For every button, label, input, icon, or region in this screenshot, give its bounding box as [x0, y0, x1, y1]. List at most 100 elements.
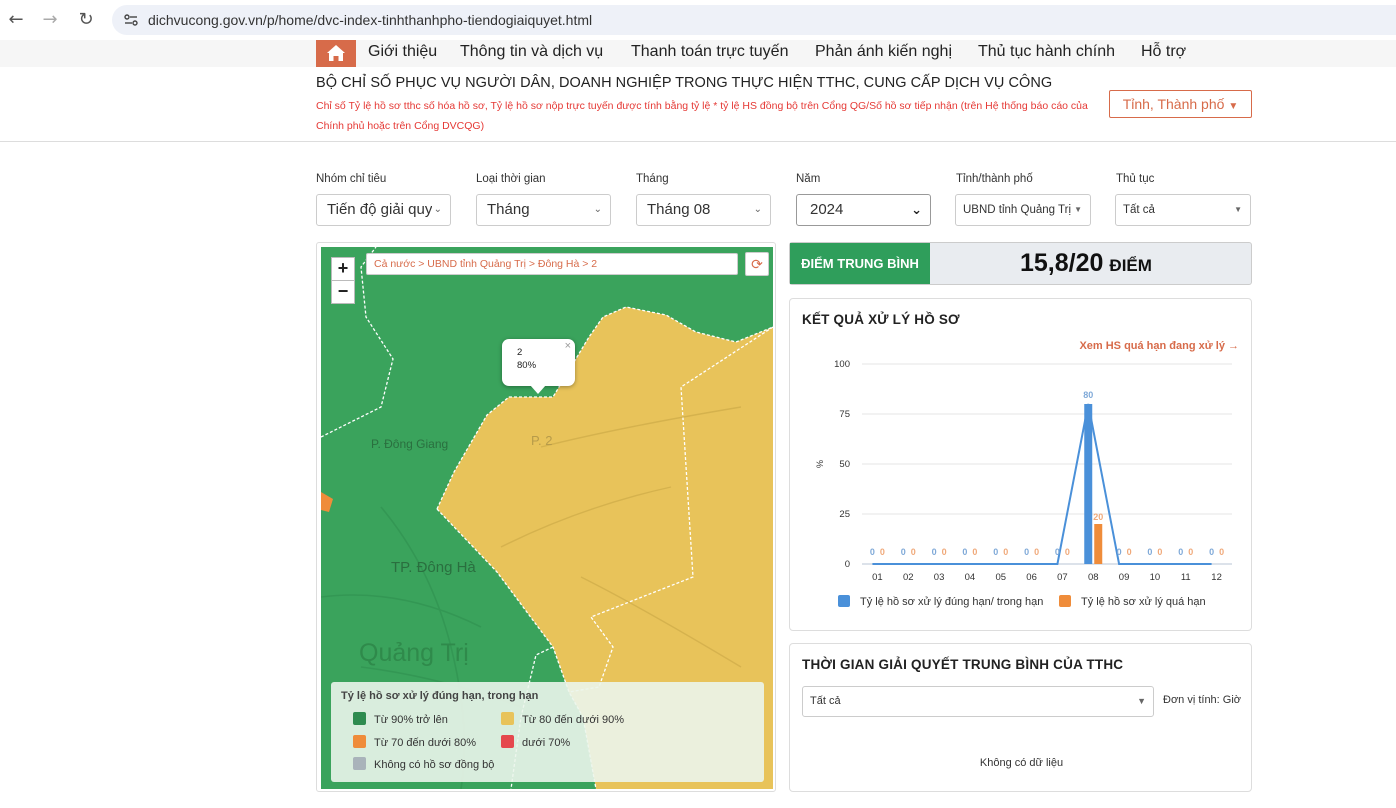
data-label-overdue: 0: [1065, 547, 1070, 557]
caret-down-icon: ▼: [1234, 205, 1242, 214]
data-label-overdue: 0: [880, 547, 885, 557]
header-note: Chỉ số Tỷ lệ hồ sơ tthc số hóa hồ sơ, Tỷ…: [316, 100, 1088, 132]
filter-nam[interactable]: 2024 ⌄: [796, 194, 931, 226]
legend-swatch-red: [501, 735, 514, 748]
score-value: 15,8/20 ĐIỂM: [1020, 249, 1152, 278]
x-tick-label: 06: [1026, 572, 1037, 583]
procedure-select[interactable]: Tất cả ▼: [802, 686, 1154, 717]
y-tick-label: 0: [845, 559, 850, 570]
chart-legend-overdue[interactable]: Tỷ lệ hồ sơ xử lý quá hạn: [1059, 595, 1206, 608]
average-score-box: ĐIỂM TRUNG BÌNH 15,8/20 ĐIỂM: [789, 242, 1252, 285]
data-label-on-time: 0: [901, 547, 906, 557]
refresh-icon[interactable]: ⟳: [745, 252, 769, 276]
address-bar[interactable]: dichvucong.gov.vn/p/home/dvc-index-tinht…: [112, 5, 1396, 35]
x-tick-label: 10: [1150, 572, 1161, 583]
data-label-overdue: 0: [1003, 547, 1008, 557]
menu-item-ho-tro[interactable]: Hỗ trợ: [1141, 43, 1187, 60]
filter-thang[interactable]: Tháng 08 ⌄: [636, 194, 771, 226]
filter-loai-thoi-gian[interactable]: Tháng ⌄: [476, 194, 611, 226]
y-axis-label: %: [815, 460, 825, 468]
chart-legend-label-on-time: Tỷ lệ hồ sơ xử lý đúng hạn/ trong hạn: [860, 596, 1044, 608]
map-region-orange[interactable]: [321, 492, 333, 512]
arrow-left-icon[interactable]: ←: [8, 9, 24, 30]
popup-region-name: 2: [517, 347, 523, 358]
arrow-right-icon[interactable]: →: [42, 9, 58, 30]
menu-item-thu-tuc[interactable]: Thủ tục hành chính: [978, 43, 1115, 60]
home-icon: [327, 45, 345, 61]
y-tick-label: 75: [839, 409, 850, 420]
chevron-down-icon: ⌄: [753, 204, 762, 215]
filter-value-nam: 2024: [810, 201, 844, 218]
data-label-overdue: 20: [1093, 512, 1103, 522]
data-label-overdue: 0: [1219, 547, 1224, 557]
menu-item-phan-anh[interactable]: Phản ánh kiến nghị: [815, 43, 952, 60]
y-tick-label: 50: [839, 459, 850, 470]
filter-value-tinh-thanh-pho: UBND tỉnh Quảng Trị: [963, 204, 1072, 216]
filter-value-thang: Tháng 08: [647, 201, 711, 218]
x-tick-label: 09: [1119, 572, 1130, 583]
menu-item-thanh-toan[interactable]: Thanh toán trực tuyến: [631, 43, 789, 60]
series-line-on-time: [872, 403, 1212, 565]
legend-label-80: Từ 80 đến dưới 90%: [522, 714, 625, 726]
no-data-message: Không có dữ liệu: [979, 757, 1064, 769]
time-panel-title: THỜI GIAN GIẢI QUYẾT TRUNG BÌNH CỦA TTHC: [802, 657, 1124, 672]
data-label-on-time: 0: [1209, 547, 1214, 557]
x-tick-label: 12: [1211, 572, 1222, 583]
map-breadcrumb[interactable]: Cả nước > UBND tỉnh Quảng Trị > Đông Hà …: [366, 253, 738, 275]
filter-value-loai-thoi-gian: Tháng: [487, 201, 530, 218]
legend-item-70: Từ 70 đến dưới 80%: [353, 735, 476, 749]
province-dropdown-button[interactable]: Tỉnh, Thành phố ▼: [1109, 90, 1252, 118]
overdue-files-link[interactable]: Xem HS quá hạn đang xử lý →: [1079, 340, 1239, 352]
caret-down-icon: ▼: [1074, 205, 1082, 214]
map-panel: + − Cả nước > UBND tỉnh Quảng Trị > Đông…: [316, 242, 776, 792]
filter-label-nam: Năm: [796, 173, 821, 185]
close-icon[interactable]: ×: [564, 340, 571, 352]
x-tick-label: 05: [995, 572, 1006, 583]
reload-icon[interactable]: ↻: [78, 9, 94, 30]
filter-label-thu-tuc: Thủ tục: [1116, 173, 1155, 185]
data-label-on-time: 0: [993, 547, 998, 557]
province-button-label: Tỉnh, Thành phố: [1122, 96, 1225, 112]
legend-swatch-yellow: [501, 712, 514, 725]
chevron-down-icon: ⌄: [593, 204, 602, 215]
data-label-overdue: 0: [942, 547, 947, 557]
map-label-p2: P. 2: [531, 433, 553, 448]
chart-legend-on-time[interactable]: Tỷ lệ hồ sơ xử lý đúng hạn/ trong hạn: [838, 595, 1043, 608]
menu-item-gioi-thieu[interactable]: Giới thiệu: [368, 43, 438, 60]
site-info-icon[interactable]: [122, 11, 140, 29]
zoom-in-button[interactable]: +: [331, 257, 355, 281]
filter-nhom-chi-tieu[interactable]: Tiến độ giải quyết⌄: [316, 194, 451, 226]
data-label-on-time: 0: [1055, 547, 1060, 557]
y-tick-label: 25: [839, 509, 850, 520]
legend-label-below-70: dưới 70%: [522, 737, 571, 749]
data-label-overdue: 0: [911, 547, 916, 557]
map-region-yellow[interactable]: [437, 307, 773, 789]
zoom-out-button[interactable]: −: [331, 280, 355, 304]
menu-item-thong-tin-dich-vu[interactable]: Thông tin và dịch vụ: [460, 43, 604, 60]
legend-label-70: Từ 70 đến dưới 80%: [374, 737, 477, 749]
chart-legend-swatch-orange: [1059, 595, 1071, 607]
filter-tinh-thanh-pho[interactable]: UBND tỉnh Quảng Trị ▼: [955, 194, 1091, 226]
url-text[interactable]: dichvucong.gov.vn/p/home/dvc-index-tinht…: [148, 12, 593, 28]
data-label-overdue: 0: [1188, 547, 1193, 557]
map-popup: × 2 80%: [502, 339, 575, 394]
filter-thu-tuc[interactable]: Tất cả ▼: [1115, 194, 1251, 226]
score-unit: ĐIỂM: [1109, 256, 1152, 275]
result-chart-panel: KẾT QUẢ XỬ LÝ HỒ SƠ Xem HS quá hạn đang …: [789, 298, 1252, 631]
data-label-on-time: 0: [932, 547, 937, 557]
chart-legend-swatch-blue: [838, 595, 850, 607]
data-label-on-time: 0: [962, 547, 967, 557]
data-label-on-time: 0: [1024, 547, 1029, 557]
home-button[interactable]: [316, 40, 356, 67]
filter-label-tinh-thanh-pho: Tỉnh/thành phố: [956, 173, 1033, 185]
procedure-select-value: Tất cả: [810, 695, 841, 707]
legend-label-90: Từ 90% trở lên: [374, 714, 448, 726]
legend-swatch-green: [353, 712, 366, 725]
top-navigation: Giới thiệu Thông tin và dịch vụ Thanh to…: [0, 40, 1396, 67]
legend-swatch-orange: [353, 735, 366, 748]
bar-on-time: [1084, 404, 1093, 564]
map-canvas[interactable]: + − Cả nước > UBND tỉnh Quảng Trị > Đông…: [321, 247, 773, 789]
header-divider: [0, 141, 1396, 142]
data-label-on-time: 0: [870, 547, 875, 557]
